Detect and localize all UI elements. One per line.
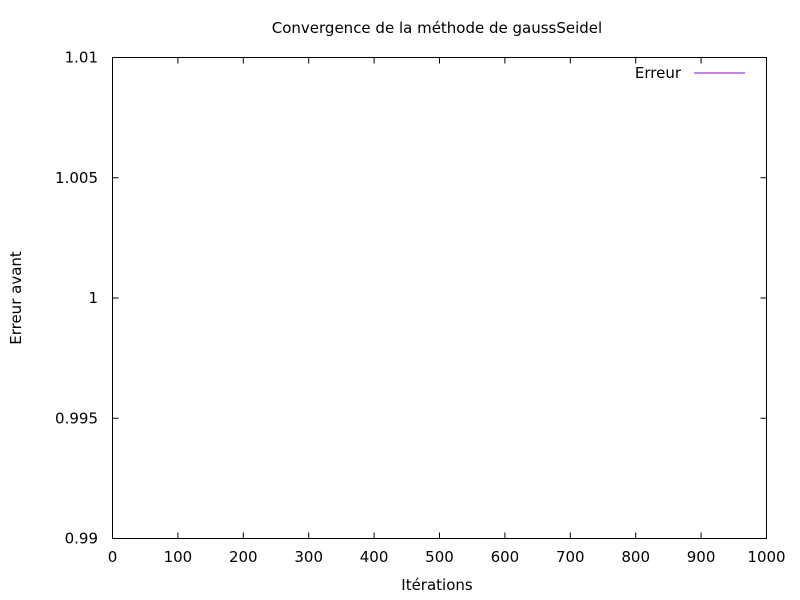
x-tick-label: 600 xyxy=(491,548,520,566)
x-tick-label: 500 xyxy=(425,548,454,566)
y-axis-label: Erreur avant xyxy=(7,251,25,345)
x-axis-label: Itérations xyxy=(401,576,473,594)
x-tick-label: 1000 xyxy=(747,548,785,566)
x-axis-ticks: 0 100 200 300 400 500 600 700 800 900 1000 xyxy=(108,57,786,566)
x-tick-label: 200 xyxy=(229,548,258,566)
x-tick-label: 0 xyxy=(108,548,118,566)
y-tick-label: 1.005 xyxy=(55,169,98,187)
y-tick-label: 1 xyxy=(88,289,98,307)
x-tick-label: 400 xyxy=(360,548,389,566)
legend-series-name: Erreur xyxy=(635,64,682,82)
x-tick-label: 100 xyxy=(164,548,193,566)
x-tick-label: 700 xyxy=(556,548,585,566)
y-tick-label: 1.01 xyxy=(65,49,98,67)
x-tick-label: 800 xyxy=(621,548,650,566)
legend: Erreur xyxy=(635,64,745,82)
y-axis-ticks: 0.99 0.995 1 1.005 1.01 xyxy=(55,49,767,548)
x-tick-label: 900 xyxy=(687,548,716,566)
plot-frame xyxy=(112,57,767,539)
y-tick-label: 0.995 xyxy=(55,409,98,427)
y-tick-label: 0.99 xyxy=(65,530,98,548)
x-tick-label: 300 xyxy=(294,548,323,566)
chart-title: Convergence de la méthode de gaussSeidel xyxy=(272,19,602,37)
